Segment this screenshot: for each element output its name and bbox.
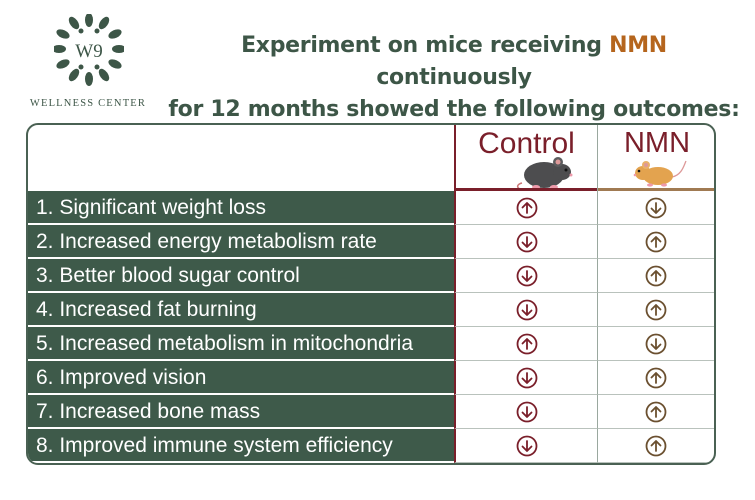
row-label: 4. Increased fat burning: [28, 293, 454, 326]
nmn-title: NMN: [623, 127, 691, 159]
row-label: 7. Increased bone mass: [28, 395, 454, 428]
headline-line-2: for 12 months showed the following outco…: [168, 97, 740, 122]
brand-logo: W9 WELLNESS CENTER: [22, 14, 154, 114]
table-row: 6. Improved vision: [28, 361, 714, 395]
control-cell: [454, 395, 598, 429]
control-cell: [454, 429, 598, 463]
control-cell: [454, 191, 598, 225]
headline-line-1: Experiment on mice receiving NMN continu…: [162, 30, 746, 94]
nmn-cell: [598, 191, 714, 225]
nmn-cell: [598, 293, 714, 327]
circle-arrow-up-icon: [645, 231, 667, 252]
results-table: Control NMN 1. Significant w: [26, 123, 716, 465]
circle-arrow-down-icon: [516, 231, 537, 252]
circle-arrow-down-icon: [516, 401, 537, 422]
logo-text: W9: [75, 41, 102, 62]
circle-arrow-down-icon: [516, 435, 537, 456]
table-row: 7. Increased bone mass: [28, 395, 714, 429]
orange-mouse-icon: [633, 160, 687, 187]
row-label: 5. Increased metabolism in mitochondria: [28, 327, 454, 360]
headline-line-1-start: Experiment on mice receiving: [241, 33, 610, 58]
table-row: 4. Increased fat burning: [28, 293, 714, 327]
nmn-underline: [598, 188, 714, 191]
table-row: 1. Significant weight loss: [28, 191, 714, 225]
row-label: 1. Significant weight loss: [28, 191, 454, 224]
table-body: 1. Significant weight loss 2. Increased e…: [28, 191, 714, 463]
table-row: 8. Improved immune system efficiency: [28, 429, 714, 463]
row-label: 8. Improved immune system efficiency: [28, 429, 454, 462]
gray-mouse-icon: [516, 157, 573, 191]
circle-arrow-up-icon: [516, 197, 537, 218]
circle-arrow-down-icon: [516, 299, 537, 320]
nmn-cell: [598, 327, 714, 361]
column-header-control: Control: [454, 125, 598, 191]
row-label: 6. Improved vision: [28, 361, 454, 394]
headline-line-1-end: continuously: [376, 65, 532, 90]
page-title: Experiment on mice receiving NMN continu…: [162, 30, 746, 126]
row-label: 3. Better blood sugar control: [28, 259, 454, 292]
nmn-cell: [598, 395, 714, 429]
row-label: 2. Increased energy metabolism rate: [28, 225, 454, 258]
circle-arrow-up-icon: [645, 435, 667, 456]
control-cell: [454, 225, 598, 259]
circle-arrow-up-icon: [645, 265, 667, 286]
control-underline: [456, 188, 597, 191]
nmn-cell: [598, 259, 714, 293]
circle-arrow-down-icon: [516, 265, 537, 286]
brand-name: WELLNESS CENTER: [29, 98, 147, 109]
table-row: 5. Increased metabolism in mitochondria: [28, 327, 714, 361]
nmn-cell: [598, 225, 714, 259]
control-cell: [454, 293, 598, 327]
control-cell: [454, 259, 598, 293]
nmn-cell: [598, 429, 714, 463]
circle-arrow-down-icon: [516, 367, 537, 388]
circle-arrow-up-icon: [516, 333, 537, 354]
column-header-nmn: NMN: [598, 125, 714, 191]
table-row: 3. Better blood sugar control: [28, 259, 714, 293]
nmn-cell: [598, 361, 714, 395]
table-row: 2. Increased energy metabolism rate: [28, 225, 714, 259]
circle-arrow-up-icon: [645, 299, 667, 320]
laurel-wreath-icon: W9: [54, 14, 124, 86]
circle-arrow-down-icon: [645, 333, 667, 354]
circle-arrow-up-icon: [645, 367, 667, 388]
circle-arrow-up-icon: [645, 401, 667, 422]
circle-arrow-down-icon: [645, 197, 667, 218]
headline-highlight: NMN: [609, 33, 667, 58]
control-cell: [454, 361, 598, 395]
control-cell: [454, 327, 598, 361]
control-title: Control: [478, 127, 575, 160]
